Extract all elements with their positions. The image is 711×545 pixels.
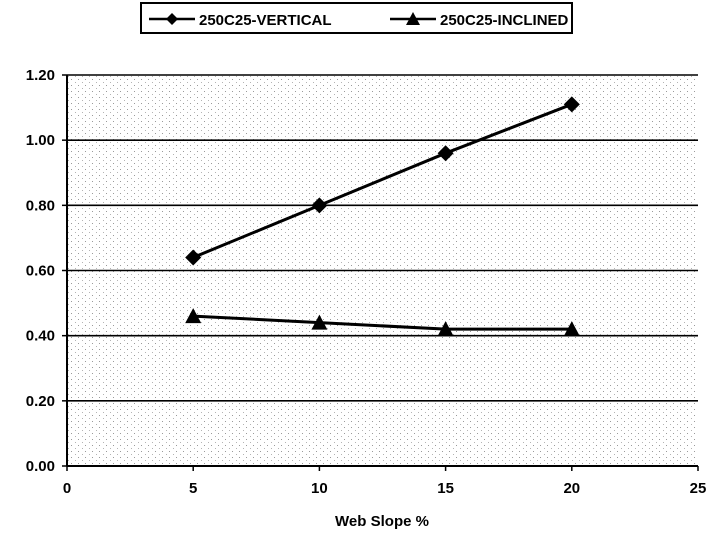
gridlines	[67, 74, 698, 402]
y-tick-label: 0.80	[26, 197, 55, 214]
legend-triangle-marker	[406, 12, 420, 25]
data-point-triangle	[563, 321, 580, 337]
x-tick-label: 0	[63, 480, 71, 497]
data-point-diamond	[437, 145, 454, 162]
x-tick-label: 15	[437, 480, 454, 497]
data-point-diamond	[311, 197, 328, 214]
data-point-diamond	[563, 96, 580, 113]
y-tick-label: 0.60	[26, 263, 55, 280]
legend-box	[140, 2, 573, 34]
series-layer	[185, 96, 580, 337]
data-point-triangle	[185, 308, 202, 324]
y-tick-label: 1.20	[26, 67, 55, 84]
legend-item-inclined: 250C25-INCLINED	[390, 12, 569, 29]
y-tick-label: 0.00	[26, 458, 55, 475]
legend-diamond-marker	[166, 13, 178, 25]
legend-label-inclined: 250C25-INCLINED	[440, 12, 569, 29]
x-tick-label: 20	[563, 480, 580, 497]
x-axis-title: Web Slope %	[335, 513, 429, 530]
series-line-diamond	[192, 102, 573, 259]
y-tick-label: 0.40	[26, 328, 55, 345]
data-point-triangle	[437, 321, 454, 337]
legend-item-vertical: 250C25-VERTICAL	[149, 12, 332, 29]
data-point-triangle	[311, 314, 328, 330]
y-tick-label: 0.20	[26, 393, 55, 410]
x-tick-label: 5	[189, 480, 197, 497]
legend-label-vertical: 250C25-VERTICAL	[199, 12, 332, 29]
axes: 0.00 0.20 0.40 0.60 0.80 1.00 1.20 0 5 10 15 20 25	[26, 67, 707, 497]
x-tick-label: 10	[311, 480, 328, 497]
y-tick-label: 1.00	[26, 132, 55, 149]
series-line-triangle	[193, 314, 572, 331]
data-point-diamond	[185, 249, 202, 266]
legend: 250C25-VERTICAL 250C25-INCLINED	[140, 2, 573, 34]
x-tick-label: 25	[690, 480, 707, 497]
